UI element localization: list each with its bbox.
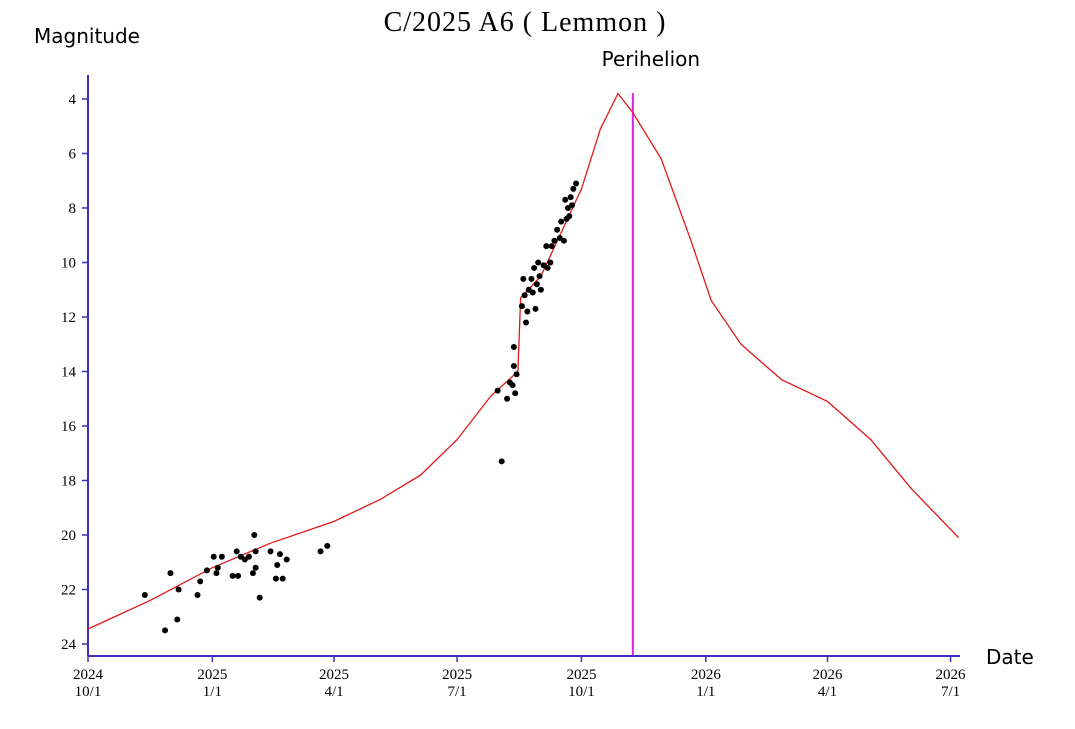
y-tick-label: 4 — [69, 92, 77, 108]
observation — [543, 243, 550, 250]
y-tick-label: 12 — [61, 310, 76, 326]
observation — [274, 561, 281, 568]
observation — [509, 382, 516, 389]
observation — [214, 564, 221, 571]
observation — [324, 542, 331, 549]
observation — [523, 319, 530, 326]
observation — [570, 185, 577, 192]
y-tick-label: 20 — [61, 528, 76, 544]
observation — [536, 273, 543, 280]
observation — [235, 572, 242, 579]
observation — [141, 591, 148, 598]
observation — [513, 371, 520, 378]
x-tick-label: 1/1 — [203, 684, 222, 700]
observation — [537, 286, 544, 293]
x-tick-label: 1/1 — [696, 684, 715, 700]
x-tick-label: 4/1 — [818, 684, 837, 700]
observation — [267, 548, 274, 555]
y-tick-label: 14 — [61, 364, 77, 380]
observation — [276, 551, 283, 558]
observation — [203, 567, 210, 574]
observation — [533, 281, 540, 288]
observation — [510, 363, 517, 370]
observation — [567, 194, 574, 201]
x-tick-label: 4/1 — [324, 684, 343, 700]
observation — [494, 387, 501, 394]
observation — [245, 553, 252, 560]
x-tick-label: 2024 — [73, 667, 104, 683]
x-tick-label: 10/1 — [75, 684, 102, 700]
observation — [167, 570, 174, 577]
observation — [518, 303, 525, 310]
observation — [174, 616, 181, 623]
observation — [252, 564, 259, 571]
x-tick-label: 7/1 — [447, 684, 466, 700]
observation — [547, 259, 554, 266]
observation — [532, 305, 539, 312]
observation — [566, 213, 573, 220]
y-tick-label: 18 — [61, 474, 76, 490]
observation — [279, 575, 286, 582]
x-tick-label: 2026 — [691, 667, 722, 683]
x-tick-label: 2026 — [936, 667, 967, 683]
observation — [233, 548, 240, 555]
observation — [568, 202, 575, 209]
magnitude-curve — [87, 92, 960, 630]
y-tick-label: 10 — [61, 255, 76, 271]
observation — [512, 390, 519, 397]
observation — [229, 572, 236, 579]
observation — [218, 553, 225, 560]
y-tick-label: 16 — [61, 419, 77, 435]
observation — [573, 180, 580, 187]
observation — [210, 553, 217, 560]
x-tick-label: 2025 — [319, 667, 349, 683]
y-tick-label: 8 — [69, 201, 77, 217]
observation — [551, 237, 558, 244]
observation — [558, 218, 565, 225]
observation — [560, 237, 567, 244]
observation — [256, 594, 263, 601]
observation — [283, 556, 290, 563]
observation — [529, 289, 536, 296]
y-tick-label: 24 — [61, 637, 77, 653]
observation — [524, 308, 531, 315]
observation — [175, 586, 182, 593]
y-axis-label: Magnitude — [34, 24, 140, 48]
observation — [252, 548, 259, 555]
observation — [504, 395, 511, 402]
x-tick-label: 2025 — [566, 667, 596, 683]
perihelion-label: Perihelion — [602, 47, 700, 71]
observation — [535, 259, 542, 266]
observation — [562, 196, 569, 203]
observation — [498, 458, 505, 465]
observation — [194, 591, 201, 598]
observation — [251, 532, 258, 539]
x-tick-label: 7/1 — [941, 684, 960, 700]
observation — [317, 548, 324, 555]
observation — [249, 570, 256, 577]
observation — [162, 627, 169, 634]
y-tick-label: 6 — [69, 146, 77, 162]
x-tick-label: 2025 — [197, 667, 227, 683]
observation — [528, 275, 535, 282]
x-tick-label: 2025 — [442, 667, 472, 683]
observation — [213, 570, 220, 577]
y-tick-label: 22 — [61, 583, 76, 599]
observation — [544, 264, 551, 271]
observation — [531, 264, 538, 271]
observation — [510, 343, 517, 350]
observation — [548, 243, 555, 250]
x-tick-label: 2026 — [813, 667, 844, 683]
observation — [554, 226, 561, 233]
observation — [521, 292, 528, 299]
observation — [520, 275, 527, 282]
x-axis-label: Date — [986, 645, 1034, 669]
chart-title: C/2025 A6 ( Lemmon ) — [384, 7, 667, 38]
observation — [197, 578, 204, 585]
observation — [272, 575, 279, 582]
x-tick-label: 10/1 — [568, 684, 595, 700]
